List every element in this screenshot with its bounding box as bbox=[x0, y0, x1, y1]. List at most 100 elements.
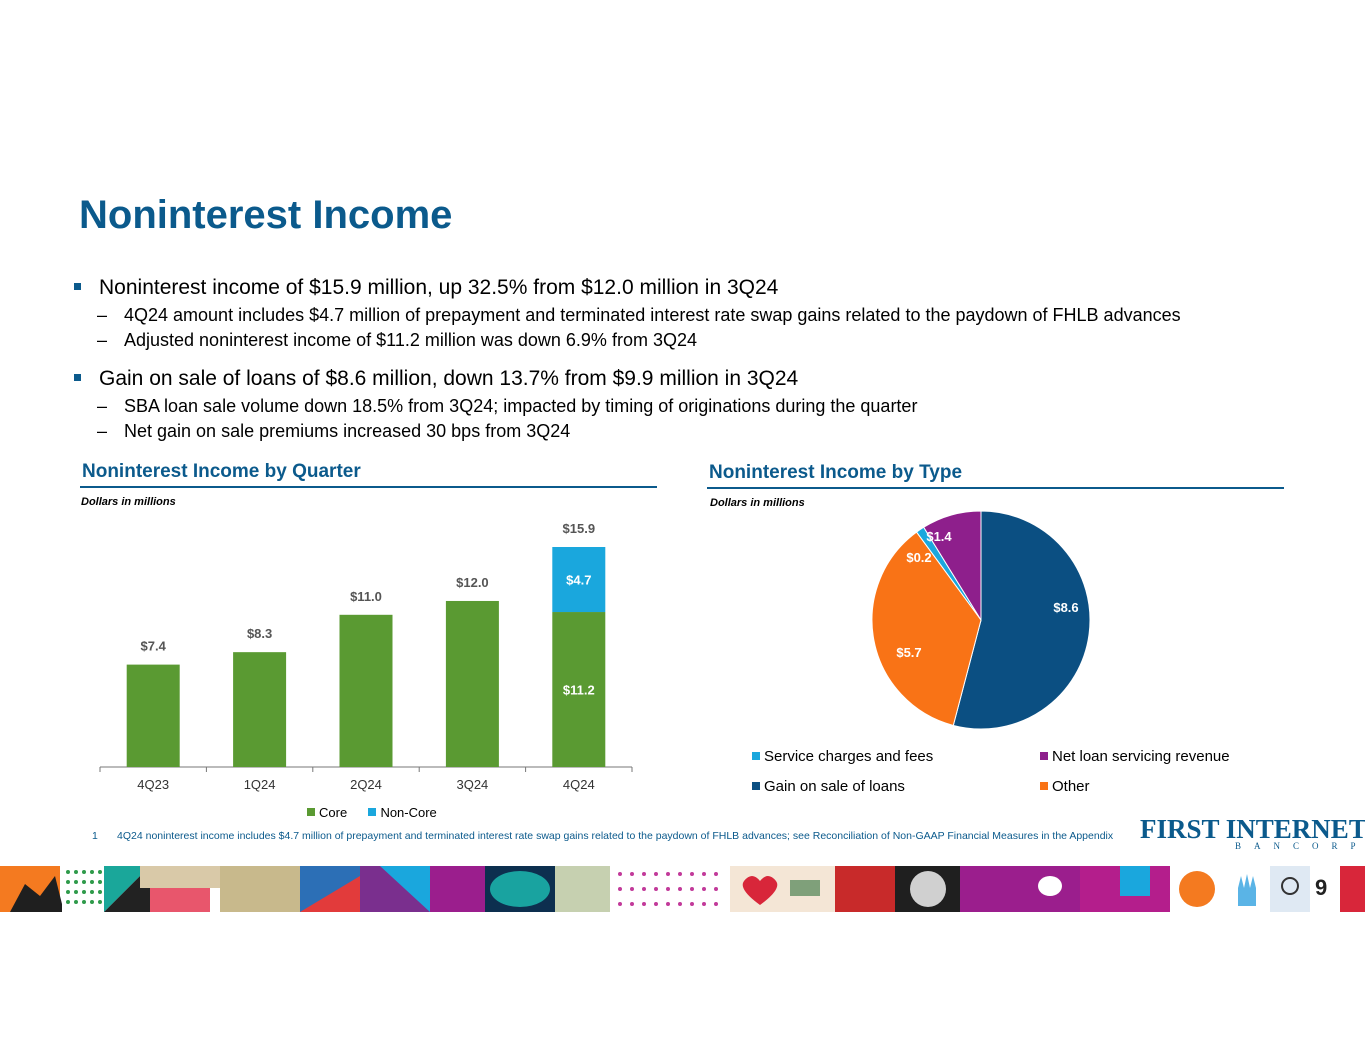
x-tick-label: 1Q24 bbox=[244, 777, 276, 792]
pie-slice-label: $0.2 bbox=[906, 550, 931, 565]
logo-sub-text: BANCORP bbox=[1235, 841, 1365, 851]
bullet-1-text: Noninterest income of $15.9 million, up … bbox=[99, 276, 779, 299]
bar-section-title: Noninterest Income by Quarter bbox=[82, 461, 361, 482]
bar-section-rule bbox=[80, 486, 657, 488]
bar-total-label: $15.9 bbox=[563, 521, 596, 536]
bullet-list: Noninterest income of $15.9 million, up … bbox=[74, 272, 1354, 444]
bullet-2: Gain on sale of loans of $8.6 million, d… bbox=[74, 363, 1354, 394]
footnote-text: 4Q24 noninterest income includes $4.7 mi… bbox=[117, 830, 1114, 842]
legend-service-swatch bbox=[752, 752, 760, 760]
x-tick-label: 4Q23 bbox=[137, 777, 169, 792]
bullet-1-sub-2: – Adjusted noninterest income of $11.2 m… bbox=[74, 328, 1354, 353]
pie-slice-net-loan-servicing-revenue bbox=[923, 510, 982, 622]
bar-core-2q24 bbox=[339, 614, 393, 767]
legend-gain-swatch bbox=[752, 782, 760, 790]
bar-legend: Core Non-Core bbox=[307, 805, 437, 820]
bar-total-label: $7.4 bbox=[141, 639, 167, 654]
banner-stripes bbox=[150, 888, 210, 912]
bar-inside-label: $11.2 bbox=[563, 683, 595, 698]
pie-slice-label: $1.4 bbox=[926, 529, 952, 544]
lightbulb-icon bbox=[1281, 877, 1299, 895]
pie-legend-item-gain: Gain on sale of loans bbox=[752, 778, 905, 795]
bullet-1: Noninterest income of $15.9 million, up … bbox=[74, 272, 1354, 303]
footnote-number: 1 bbox=[92, 830, 98, 842]
bar-total-label: $11.0 bbox=[350, 589, 382, 604]
banner-ellipse bbox=[490, 871, 550, 907]
bar-core-1q24 bbox=[233, 652, 287, 767]
x-tick-label: 4Q24 bbox=[563, 777, 595, 792]
pie-slice-label: $5.7 bbox=[896, 645, 921, 660]
piggy-bank-icon bbox=[1038, 876, 1062, 896]
bullet-2-sub-1: – SBA loan sale volume down 18.5% from 3… bbox=[74, 394, 1354, 419]
legend-noncore-label: Non-Core bbox=[380, 805, 437, 820]
bullet-1-sub-1: – 4Q24 amount includes $4.7 million of p… bbox=[74, 303, 1354, 328]
pie-slice-label: $8.6 bbox=[1053, 600, 1078, 615]
x-tick-label: 2Q24 bbox=[350, 777, 382, 792]
legend-other-swatch bbox=[1040, 782, 1048, 790]
bar-core-4q23 bbox=[126, 664, 180, 767]
bullet-1-sub-2-text: Adjusted noninterest income of $11.2 mil… bbox=[124, 330, 697, 350]
bar-inside-label: $4.7 bbox=[566, 573, 591, 588]
pie-section-title: Noninterest Income by Type bbox=[709, 462, 963, 483]
page-title: Noninterest Income bbox=[79, 193, 453, 237]
banner-pink-dot-pattern bbox=[618, 872, 718, 906]
banner-block-tan bbox=[220, 866, 300, 912]
banner-bill bbox=[790, 880, 820, 896]
pie-legend-item-other: Other bbox=[1040, 778, 1090, 795]
bar-total-label: $8.3 bbox=[247, 626, 272, 641]
banner-block-end bbox=[1340, 866, 1365, 912]
pie-legend-item-servicing: Net loan servicing revenue bbox=[1040, 748, 1230, 765]
page-number: 9 bbox=[1315, 875, 1328, 900]
banner-triangle-red bbox=[300, 876, 360, 912]
banner-triangle-cyan bbox=[380, 866, 430, 912]
bar-core-4q24 bbox=[552, 612, 606, 767]
glove-icon bbox=[1238, 874, 1256, 906]
bar-core-3q24 bbox=[445, 600, 499, 767]
banner-dot-pattern bbox=[66, 870, 102, 904]
dash-marker: – bbox=[97, 421, 108, 441]
bullet-1-sub-1-text: 4Q24 amount includes $4.7 million of pre… bbox=[124, 305, 1181, 325]
company-logo: FIRST INTERNET BANCORP bbox=[1140, 814, 1365, 858]
banner-block-stripes bbox=[960, 866, 1020, 912]
pie-section-rule bbox=[707, 487, 1284, 489]
legend-gain-label: Gain on sale of loans bbox=[764, 778, 905, 795]
bullet-2-sub-2: – Net gain on sale premiums increased 30… bbox=[74, 419, 1354, 444]
logo-main-text: FIRST INTERNET bbox=[1140, 814, 1365, 844]
banner-block-red bbox=[835, 866, 895, 912]
pie-slice-other bbox=[871, 531, 982, 727]
bar-total-label: $12.0 bbox=[456, 575, 489, 590]
banner-bills bbox=[140, 866, 220, 888]
dash-marker: – bbox=[97, 396, 108, 416]
legend-service-label: Service charges and fees bbox=[764, 748, 934, 765]
legend-core-swatch bbox=[307, 808, 315, 816]
banner-block-pie bbox=[1120, 866, 1150, 896]
banner-block-grid bbox=[555, 866, 610, 912]
dash-marker: – bbox=[97, 330, 108, 350]
bullet-marker-icon bbox=[74, 283, 81, 290]
banner-block-bulb bbox=[1270, 866, 1310, 912]
pie-slice-gain-on-sale-of-loans bbox=[952, 510, 1091, 730]
bullet-2-sub-1-text: SBA loan sale volume down 18.5% from 3Q2… bbox=[124, 396, 918, 416]
legend-servicing-label: Net loan servicing revenue bbox=[1052, 748, 1230, 765]
banner-block-magenta bbox=[430, 866, 485, 912]
x-tick-label: 3Q24 bbox=[456, 777, 488, 792]
pie-section-subtitle: Dollars in millions bbox=[710, 497, 805, 509]
legend-noncore-swatch bbox=[368, 808, 377, 816]
legend-core-label: Core bbox=[319, 805, 348, 820]
bar-non-core-4q24 bbox=[552, 547, 606, 613]
bullet-2-text: Gain on sale of loans of $8.6 million, d… bbox=[99, 367, 799, 390]
legend-other-label: Other bbox=[1052, 778, 1090, 795]
bar-section-subtitle: Dollars in millions bbox=[81, 496, 176, 508]
bullet-marker-icon bbox=[74, 374, 81, 381]
heart-icon bbox=[742, 876, 778, 905]
banner-fan-shape bbox=[1179, 871, 1215, 907]
legend-servicing-swatch bbox=[1040, 752, 1048, 760]
banner-shape-dark bbox=[10, 876, 64, 912]
pie-legend-item-service: Service charges and fees bbox=[752, 748, 933, 765]
dash-marker: – bbox=[97, 305, 108, 325]
decorative-banner bbox=[0, 866, 1365, 912]
bullet-2-sub-2-text: Net gain on sale premiums increased 30 b… bbox=[124, 421, 571, 441]
banner-sphere bbox=[910, 871, 946, 907]
